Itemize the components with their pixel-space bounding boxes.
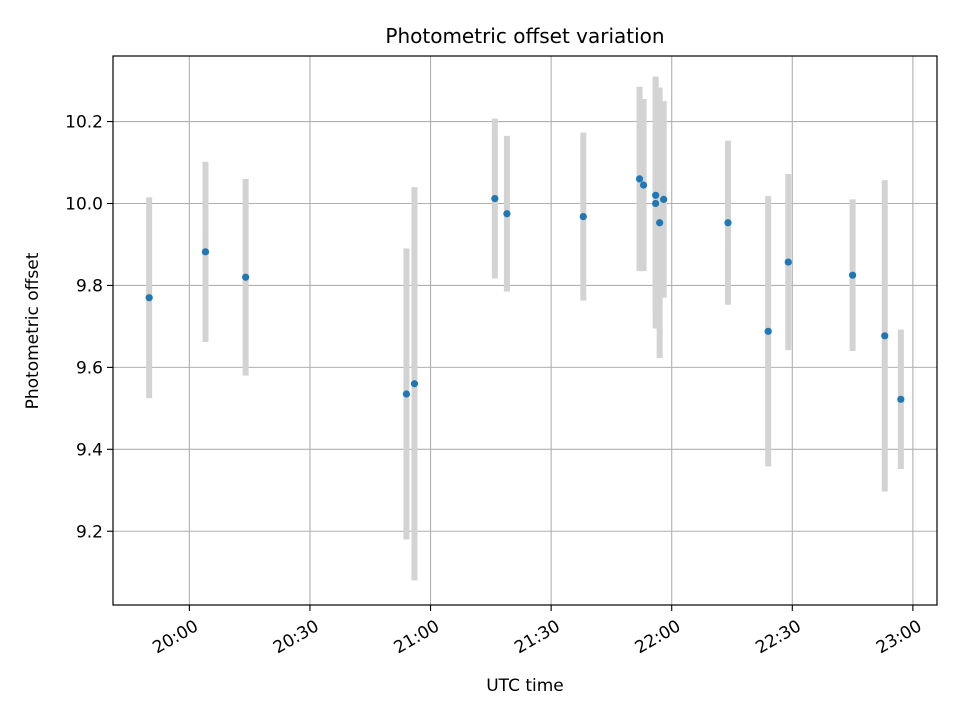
data-point [652,199,660,208]
data-point [897,395,905,403]
grid [113,56,937,605]
y-tick-label: 9.2 [76,522,103,542]
y-tick-label: 9.6 [76,358,103,378]
data-point [635,175,644,183]
y-axis-ticks: 9.2 9.4 9.6 9.8 10.0 10.2 [65,113,113,542]
data-point [656,219,664,227]
data-point [402,390,411,398]
plot-background [113,56,937,605]
data-points [145,175,905,403]
data-point [660,195,668,203]
y-tick-label: 9.4 [76,440,103,460]
plot-frame [112,55,938,606]
data-point [503,210,511,218]
y-axis-label: Photometric offset [23,252,43,409]
data-point [652,191,660,199]
data-point [201,248,210,256]
data-point [784,258,792,266]
data-point [145,294,153,302]
data-point [579,213,587,221]
data-point [491,194,499,203]
data-point [724,219,732,227]
data-point [410,380,419,388]
data-point [639,181,648,189]
y-tick-label: 10.0 [65,194,103,214]
y-tick-label: 10.2 [65,113,103,133]
data-point [242,273,250,281]
x-axis-label: UTC time [486,676,564,696]
data-point [848,271,857,279]
data-point [881,332,889,340]
y-tick-label: 9.8 [76,276,103,296]
chart-title: Photometric offset variation [385,24,664,48]
data-point [764,327,772,335]
